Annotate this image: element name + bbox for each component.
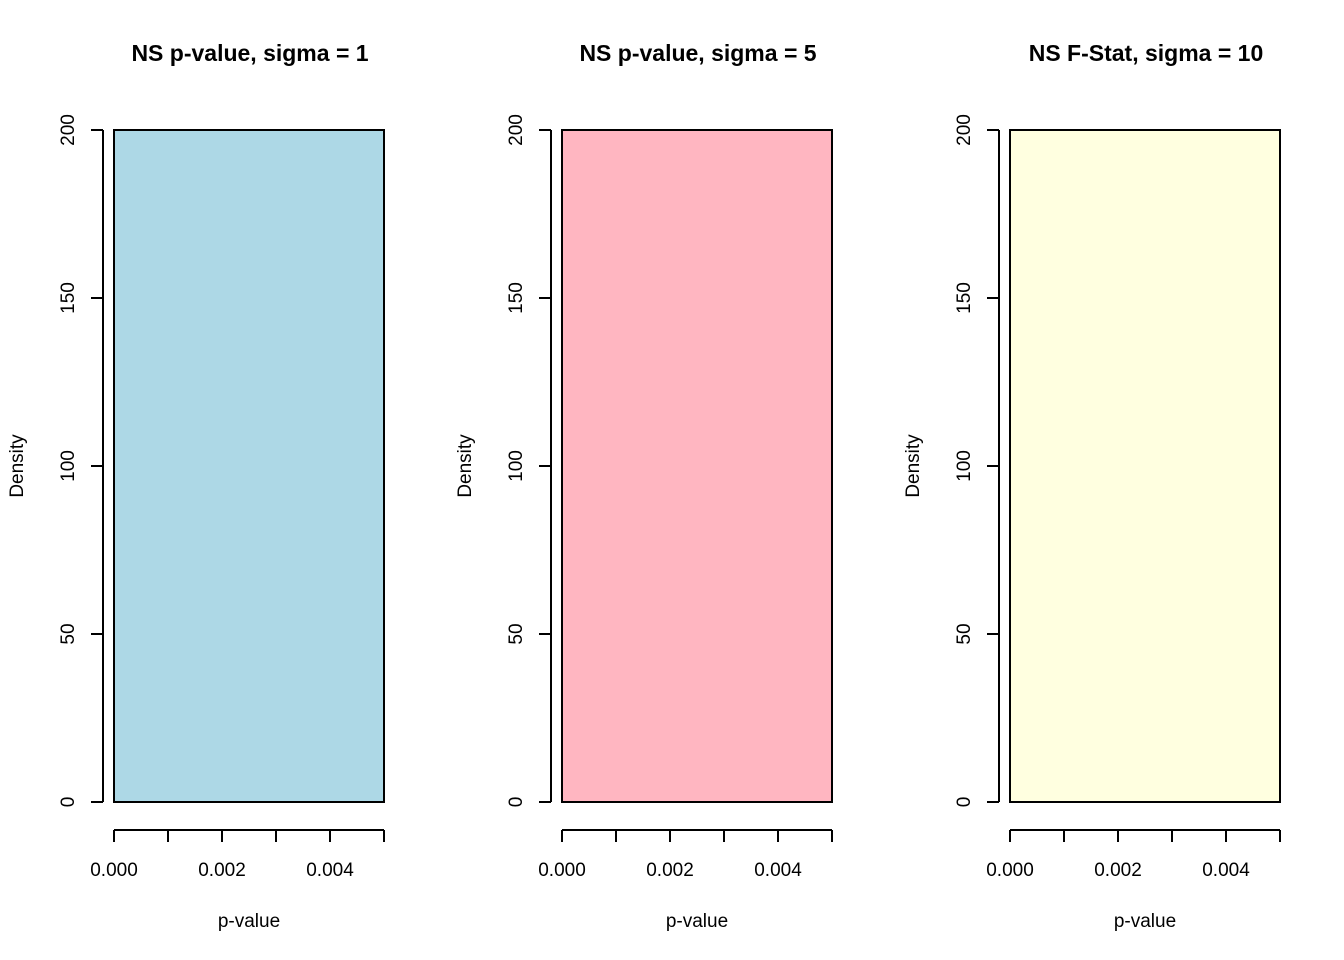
y-tick-label: 0 — [506, 797, 527, 808]
y-tick-label: 200 — [506, 114, 527, 146]
x-axis-label: p-value — [218, 911, 280, 932]
y-tick-label: 150 — [954, 282, 975, 314]
x-axis-label: p-value — [666, 911, 728, 932]
chart-title: NS F-Stat, sigma = 10 — [1029, 40, 1264, 66]
x-tick-label: 0.002 — [646, 860, 694, 881]
histogram-panel-1: NS p-value, sigma = 1 0 50 100 150 200 0.000 0.… — [7, 40, 385, 932]
chart-title: NS p-value, sigma = 1 — [131, 40, 368, 66]
y-tick-label: 50 — [506, 623, 527, 644]
x-tick-label: 0.004 — [754, 860, 802, 881]
y-tick-label: 150 — [58, 282, 79, 314]
y-tick-label: 200 — [58, 114, 79, 146]
histogram-panel-2: NS p-value, sigma = 5 0 50 100 150 200 0.000 0.… — [455, 40, 833, 932]
y-axis-label: Density — [455, 434, 476, 498]
y-tick-label: 200 — [954, 114, 975, 146]
y-tick-label: 150 — [506, 282, 527, 314]
x-tick-label: 0.002 — [198, 860, 246, 881]
histogram-bar — [1009, 129, 1281, 803]
histogram-bar — [561, 129, 833, 803]
y-tick-label: 50 — [58, 623, 79, 644]
x-tick-label: 0.000 — [90, 860, 138, 881]
histogram-panel-3: NS F-Stat, sigma = 10 0 50 100 150 200 0.000 0.… — [903, 40, 1281, 932]
y-tick-label: 100 — [954, 450, 975, 482]
histogram-bar — [113, 129, 385, 803]
x-tick-label: 0.004 — [1202, 860, 1250, 881]
y-axis-label: Density — [7, 434, 28, 498]
y-tick-label: 0 — [58, 797, 79, 808]
x-tick-label: 0.002 — [1094, 860, 1142, 881]
y-tick-label: 0 — [954, 797, 975, 808]
chart-title: NS p-value, sigma = 5 — [579, 40, 816, 66]
y-tick-label: 100 — [58, 450, 79, 482]
x-tick-label: 0.000 — [538, 860, 586, 881]
y-axis-label: Density — [903, 434, 924, 498]
x-tick-label: 0.004 — [306, 860, 354, 881]
y-tick-label: 100 — [506, 450, 527, 482]
x-axis-label: p-value — [1114, 911, 1176, 932]
x-tick-label: 0.000 — [986, 860, 1034, 881]
y-tick-label: 50 — [954, 623, 975, 644]
